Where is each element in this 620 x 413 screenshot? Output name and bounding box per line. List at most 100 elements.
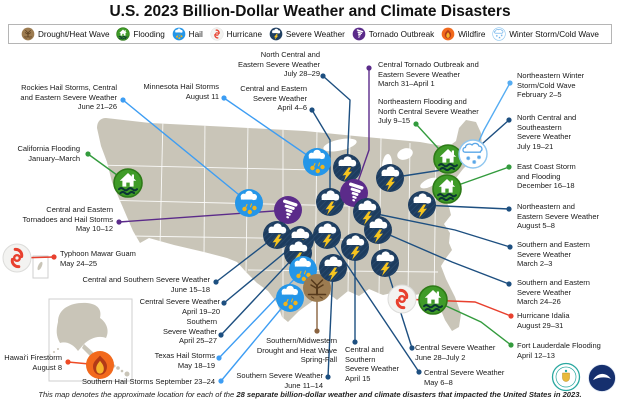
inset-alaska-hawaii bbox=[48, 298, 133, 382]
event-label-northeastern-winter-feb2: Northeastern Winter Storm/Cold Wave Februa… bbox=[517, 71, 585, 100]
event-dot-hurricane-idalia bbox=[508, 313, 514, 319]
legend-item-wildfire: Wildfire bbox=[441, 27, 485, 41]
event-label-central-southern-severe-jun15: Central and Southern Severe Weather June … bbox=[82, 275, 210, 294]
hurricane-icon bbox=[1, 242, 33, 274]
event-dot-california-flooding bbox=[85, 151, 91, 157]
footer-note-prefix: This map denotes the approximate locatio… bbox=[38, 390, 237, 399]
event-dot-northeastern-winter-feb2 bbox=[507, 80, 513, 86]
legend-item-flooding: Flooding bbox=[116, 27, 165, 41]
event-label-southern-hail-sept: Southern Hail Storms September 23–24 bbox=[82, 377, 215, 386]
event-dot-east-coast-storm-dec16 bbox=[506, 164, 512, 170]
legend-label: Tornado Outbreak bbox=[368, 29, 435, 39]
wildfire-icon bbox=[86, 351, 114, 379]
page-title: U.S. 2023 Billion-Dollar Weather and Cli… bbox=[109, 3, 511, 20]
tornado-icon bbox=[352, 27, 366, 41]
event-label-north-central-eastern-severe-jul28: North Central and Eastern Severe Weather J… bbox=[238, 50, 320, 79]
alaska-landmass bbox=[56, 302, 108, 351]
event-dot-northeastern-eastern-severe-aug5 bbox=[506, 206, 512, 212]
event-dot-southern-eastern-severe-mar24 bbox=[506, 281, 512, 287]
legend-item-severe: Severe Weather bbox=[269, 27, 345, 41]
footer-note: This map denotes the approximate locatio… bbox=[0, 390, 620, 399]
legend-label: Hail bbox=[188, 29, 203, 39]
severe-icon bbox=[333, 154, 361, 182]
event-dots bbox=[51, 65, 514, 384]
event-dot-fort-lauderdale-flooding bbox=[508, 342, 514, 348]
severe-icon bbox=[364, 216, 392, 244]
leader-line-minnesota-hail bbox=[223, 97, 318, 163]
event-label-minnesota-hail: Minnesota Hail Storms August 11 bbox=[143, 82, 219, 101]
event-label-rockies-hail-severe: Rockies Hail Storms, Central and Eastern … bbox=[20, 83, 117, 112]
event-dot-north-central-eastern-severe-jul28 bbox=[320, 73, 326, 79]
event-label-southern-midwestern-drought: Southern/Midwestern Drought and Heat Wave… bbox=[256, 336, 337, 365]
event-label-central-eastern-severe-apr4: Central and Eastern Severe Weather April 4… bbox=[240, 84, 307, 113]
hurricane-icon bbox=[209, 27, 224, 41]
legend-item-hurricane: Hurricane bbox=[209, 27, 263, 41]
guam-island bbox=[37, 261, 43, 271]
severe-icon bbox=[319, 254, 347, 282]
hail-icon bbox=[303, 148, 331, 176]
event-dot-central-severe-apr19 bbox=[221, 300, 227, 306]
event-label-central-eastern-tornadoes-hail: Central and Eastern Tornadoes and Hail St… bbox=[22, 205, 113, 234]
event-dot-central-eastern-tornadoes-hail bbox=[116, 219, 122, 225]
event-label-southern-severe-jun11: Southern Severe Weather June 11–14 bbox=[236, 371, 323, 390]
leader-line-fort-lauderdale-flooding bbox=[432, 299, 512, 346]
flooding-icon bbox=[433, 144, 463, 174]
tornado-icon bbox=[274, 196, 302, 224]
event-dot-north-central-southeastern-severe-jul19 bbox=[506, 117, 512, 123]
severe-icon bbox=[408, 191, 436, 219]
drought-icon bbox=[21, 27, 35, 41]
legend-item-winter: Winter Storm/Cold Wave bbox=[492, 27, 599, 41]
severe-icon bbox=[316, 188, 344, 216]
event-label-fort-lauderdale-flooding: Fort Lauderdale Flooding April 12–13 bbox=[517, 341, 601, 360]
event-label-northeastern-eastern-severe-aug5: Northeastern and Eastern Severe Weather Au… bbox=[517, 202, 599, 231]
event-dot-central-severe-jun28 bbox=[409, 345, 415, 351]
flooding-icon bbox=[113, 168, 143, 198]
doc-seal-icon bbox=[551, 362, 581, 392]
flooding-icon bbox=[432, 174, 462, 204]
event-label-hurricane-idalia: Hurricane Idalia August 29–31 bbox=[517, 311, 570, 330]
event-dot-texas-hail-storms bbox=[216, 355, 222, 361]
event-label-california-flooding: California Flooding January–March bbox=[17, 144, 80, 163]
winter-icon bbox=[492, 27, 506, 41]
event-dot-southern-hail-sept bbox=[218, 378, 224, 384]
event-label-hawaii-firestorm: Hawai'i Firestorm August 8 bbox=[4, 353, 62, 372]
severe-icon bbox=[313, 221, 341, 249]
event-label-southern-eastern-severe-mar24: Southern and Eastern Severe Weather March … bbox=[517, 278, 590, 307]
severe-icon bbox=[341, 233, 369, 261]
legend-label: Winter Storm/Cold Wave bbox=[509, 29, 599, 39]
event-label-southern-severe-apr25: Southern Severe Weather April 25–27 bbox=[162, 317, 217, 346]
event-label-central-southern-severe-apr15: Central and Southern Severe Weather April 1… bbox=[345, 345, 400, 383]
inset-guam bbox=[32, 255, 49, 279]
event-dot-southern-eastern-severe-mar2 bbox=[507, 244, 513, 250]
event-dot-southern-severe-apr25 bbox=[218, 332, 224, 338]
event-dot-southern-severe-jun11 bbox=[325, 374, 331, 380]
agency-logos bbox=[551, 362, 616, 392]
leader-line-southern-eastern-severe-mar2 bbox=[366, 211, 511, 248]
event-label-typhoon-mawar-guam: Typhoon Mawar Guam May 24–25 bbox=[60, 249, 136, 268]
event-label-southern-eastern-severe-mar2: Southern and Eastern Severe Weather March … bbox=[517, 240, 590, 269]
event-label-central-severe-apr19: Central Severe Weather April 19–20 bbox=[139, 297, 220, 316]
event-dot-central-southern-severe-jun15 bbox=[213, 279, 219, 285]
event-dot-central-severe-may6 bbox=[416, 369, 422, 375]
legend-bar: Drought/Heat Wave Flooding Hail Hurricane Se… bbox=[8, 24, 612, 44]
hail-icon bbox=[235, 189, 263, 217]
event-dot-southern-midwestern-drought bbox=[314, 328, 320, 334]
flooding-icon bbox=[418, 285, 448, 315]
leader-line-northeastern-eastern-severe-aug5 bbox=[421, 204, 510, 210]
legend-label: Severe Weather bbox=[285, 29, 345, 39]
event-dot-central-tornado-outbreak-mar31 bbox=[366, 65, 372, 71]
event-dot-northeastern-flooding-jul9 bbox=[413, 121, 419, 127]
event-dot-typhoon-mawar-guam bbox=[51, 254, 57, 260]
leader-line-southern-severe-jun11 bbox=[327, 267, 334, 378]
leader-line-rockies-hail-severe bbox=[122, 99, 250, 204]
noaa-seal-icon bbox=[588, 364, 616, 392]
event-label-east-coast-storm-dec16: East Coast Storm and Flooding December 16–… bbox=[517, 162, 576, 191]
event-label-central-severe-may6: Central Severe Weather May 6–8 bbox=[424, 368, 505, 387]
event-dot-minnesota-hail bbox=[221, 95, 227, 101]
legend-label: Hurricane bbox=[226, 29, 263, 39]
severe-icon bbox=[371, 249, 399, 277]
legend-label: Wildfire bbox=[458, 29, 486, 39]
severe-icon bbox=[269, 27, 283, 41]
legend-item-hail: Hail bbox=[172, 27, 203, 41]
